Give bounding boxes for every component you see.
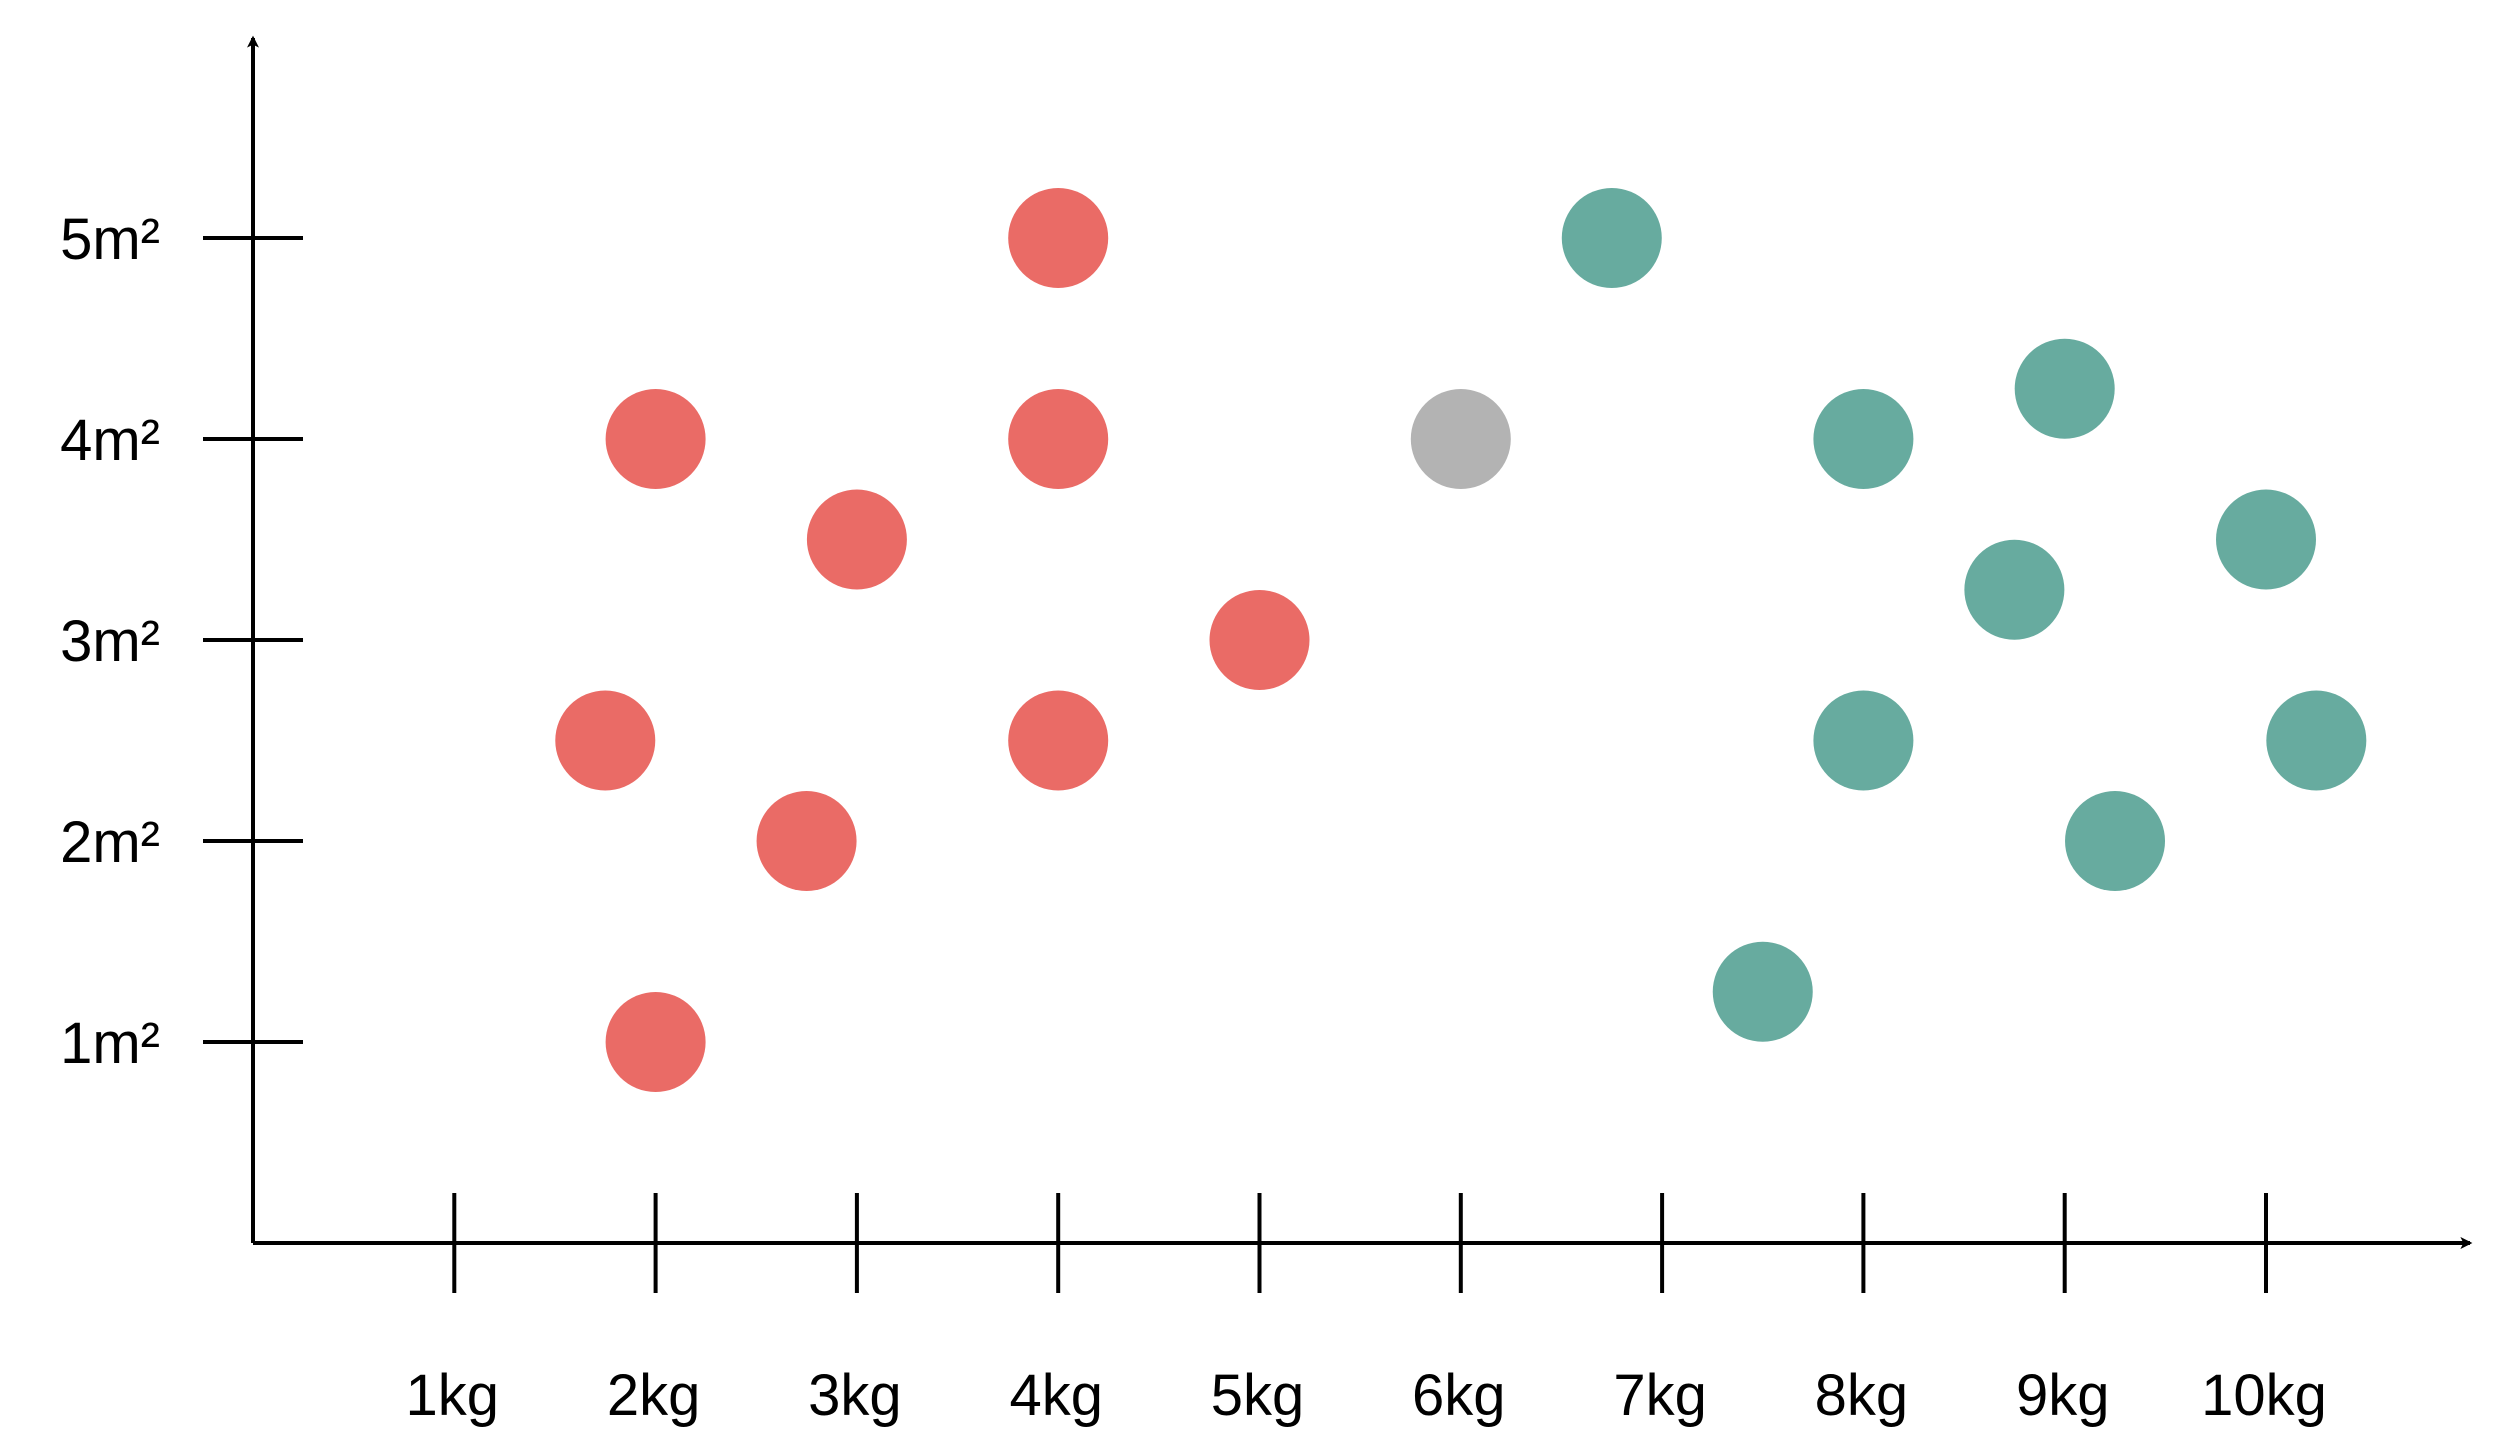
x-axis-ticks: 1kg 2kg 3kg 4kg 5kg 6kg 7kg 8kg 9kg 10kg — [406, 1193, 2327, 1428]
data-point — [555, 690, 656, 791]
data-point — [1410, 389, 1511, 489]
data-point — [1209, 590, 1310, 690]
y-tick-label: 4m² — [60, 408, 160, 473]
data-point — [756, 791, 857, 891]
data-point — [605, 389, 706, 489]
data-points — [555, 188, 2367, 1092]
data-point — [2216, 489, 2316, 590]
x-tick-label: 4kg — [1009, 1363, 1103, 1428]
data-point — [2266, 690, 2367, 791]
data-point — [605, 992, 706, 1092]
data-point — [2065, 791, 2166, 891]
x-tick-label: 10kg — [2201, 1363, 2327, 1428]
y-tick-label: 5m² — [60, 207, 160, 272]
x-tick-label: 6kg — [1412, 1363, 1506, 1428]
axes — [247, 35, 2473, 1249]
data-point — [806, 489, 907, 590]
x-tick-label: 7kg — [1613, 1363, 1707, 1428]
x-tick-label: 1kg — [406, 1363, 500, 1428]
y-axis-ticks: 1m² 2m² 3m² 4m² 5m² — [60, 207, 303, 1076]
x-tick-label: 3kg — [808, 1363, 902, 1428]
y-tick-label: 2m² — [60, 810, 160, 875]
data-point — [1712, 941, 1813, 1042]
x-tick-label: 2kg — [607, 1363, 701, 1428]
data-point — [1008, 389, 1109, 489]
x-tick-label: 9kg — [2016, 1363, 2110, 1428]
x-tick-label: 8kg — [1815, 1363, 1909, 1428]
data-point — [1813, 389, 1914, 489]
data-point — [1008, 188, 1109, 288]
data-point — [1964, 539, 2065, 640]
data-point — [1561, 188, 1662, 288]
x-tick-label: 5kg — [1211, 1363, 1305, 1428]
data-point — [1008, 690, 1109, 791]
data-point — [2014, 338, 2115, 439]
y-tick-label: 1m² — [60, 1011, 160, 1076]
data-point — [1813, 690, 1914, 791]
y-tick-label: 3m² — [60, 609, 160, 674]
